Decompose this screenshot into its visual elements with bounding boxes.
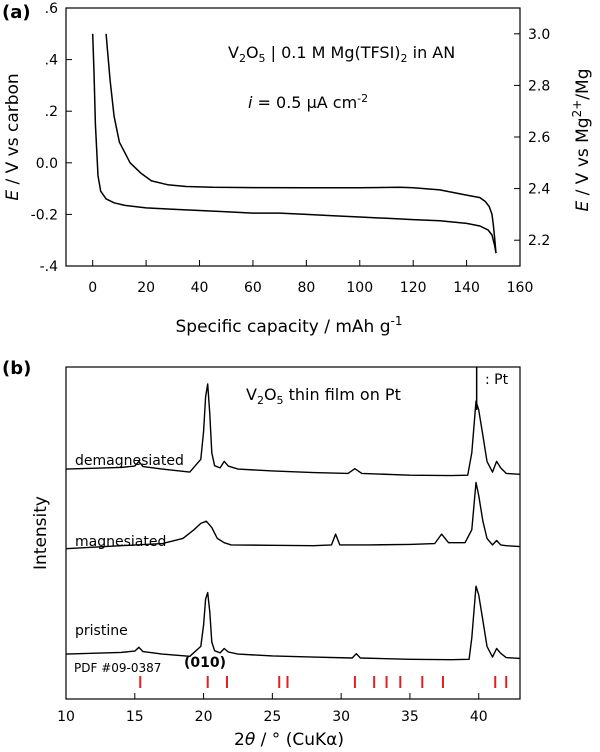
series-label-pristine: pristine: [75, 623, 128, 639]
panel-b: (b) 10 15 20 25 30 35 40 V2O5 thin film on Pt …: [2, 358, 521, 750]
a-y-left-tick-label: -.4: [40, 259, 59, 275]
magnesiated-pattern: [65, 481, 521, 550]
pristine-pattern: [65, 585, 521, 661]
a-x-tick-label: 60: [244, 280, 262, 296]
b-x-tick-label: 25: [263, 709, 281, 725]
b-x-tick-label: 20: [195, 709, 213, 725]
panel-b-reference-label: PDF #09-0387: [74, 661, 161, 675]
a-y-left-tick-label: .2: [45, 104, 58, 120]
panel-a-xlabel: Specific capacity / mAh g-1: [175, 314, 402, 337]
b-x-tick-label: 30: [332, 709, 350, 725]
b-x-tick-label: 40: [470, 709, 488, 725]
a-x-tick-label: 20: [137, 280, 155, 296]
panel-b-ylabel: Intensity: [31, 496, 51, 570]
panel-a-annotation-cell: V2O5 | 0.1 M Mg(TFSI)2 in AN: [228, 43, 455, 65]
a-x-tick-label: 0: [88, 280, 97, 296]
panel-b-ticks: 10 15 20 25 30 35 40: [57, 367, 488, 725]
a-y-right-tick-label: 2.2: [528, 233, 550, 249]
a-y-left-tick-label: -0.2: [31, 207, 58, 223]
a-x-tick-label: 40: [191, 280, 209, 296]
panel-b-xlabel: 2θ / ° (CuKα): [234, 730, 344, 750]
a-y-right-tick-label: 2.6: [528, 130, 550, 146]
panel-a: (a) 0 20 40 60 80 100 120 140 160 -.4 -0.2 0.0 .2 .4.…: [2, 1, 593, 337]
a-x-tick-label: 80: [297, 280, 315, 296]
panel-b-annotation-title: V2O5 thin film on Pt: [246, 385, 401, 407]
panel-a-ticks: 0 20 40 60 80 100 120 140 160 -.4 -0.2 0.0 .2 .4 .6 2.2…: [31, 1, 551, 296]
panel-a-label: (a): [2, 2, 31, 23]
a-y-right-tick-label: 3.0: [528, 27, 550, 43]
panel-a-annotation-current: i = 0.5 μA cm-2: [248, 92, 368, 112]
b-x-tick-label: 15: [126, 709, 144, 725]
a-y-left-tick-label: .6: [45, 1, 58, 17]
panel-b-pt-label: : Pt: [485, 372, 509, 388]
a-x-tick-label: 160: [507, 280, 534, 296]
a-x-tick-label: 100: [346, 280, 373, 296]
b-x-tick-label: 35: [401, 709, 419, 725]
panel-b-reference-peaks: [139, 676, 508, 688]
a-y-right-tick-label: 2.4: [528, 182, 550, 198]
series-label-magnesiated: magnesiated: [75, 534, 166, 550]
panel-b-series: [65, 383, 521, 661]
demagnesiated-pattern: [65, 383, 521, 477]
panel-b-label: (b): [2, 358, 31, 379]
panel-a-ylabel-left: E / V vs carbon: [3, 73, 23, 200]
a-x-tick-label: 120: [400, 280, 427, 296]
b-x-tick-label: 10: [57, 709, 75, 725]
charge-curve: [105, 33, 497, 254]
series-label-demagnesiated: demagnesiated: [75, 453, 184, 469]
panel-b-frame: [65, 366, 521, 700]
panel-a-series: [91, 33, 497, 254]
discharge-curve: [91, 33, 497, 254]
a-y-left-tick-label: 0.0: [36, 156, 58, 172]
a-x-tick-label: 140: [453, 280, 480, 296]
a-y-left-tick-label: .4: [45, 53, 58, 69]
a-y-right-tick-label: 2.8: [528, 78, 550, 94]
panel-a-ylabel-right: E / V vs Mg2+/Mg: [570, 69, 593, 212]
panel-b-peak-label: (010): [184, 655, 226, 671]
